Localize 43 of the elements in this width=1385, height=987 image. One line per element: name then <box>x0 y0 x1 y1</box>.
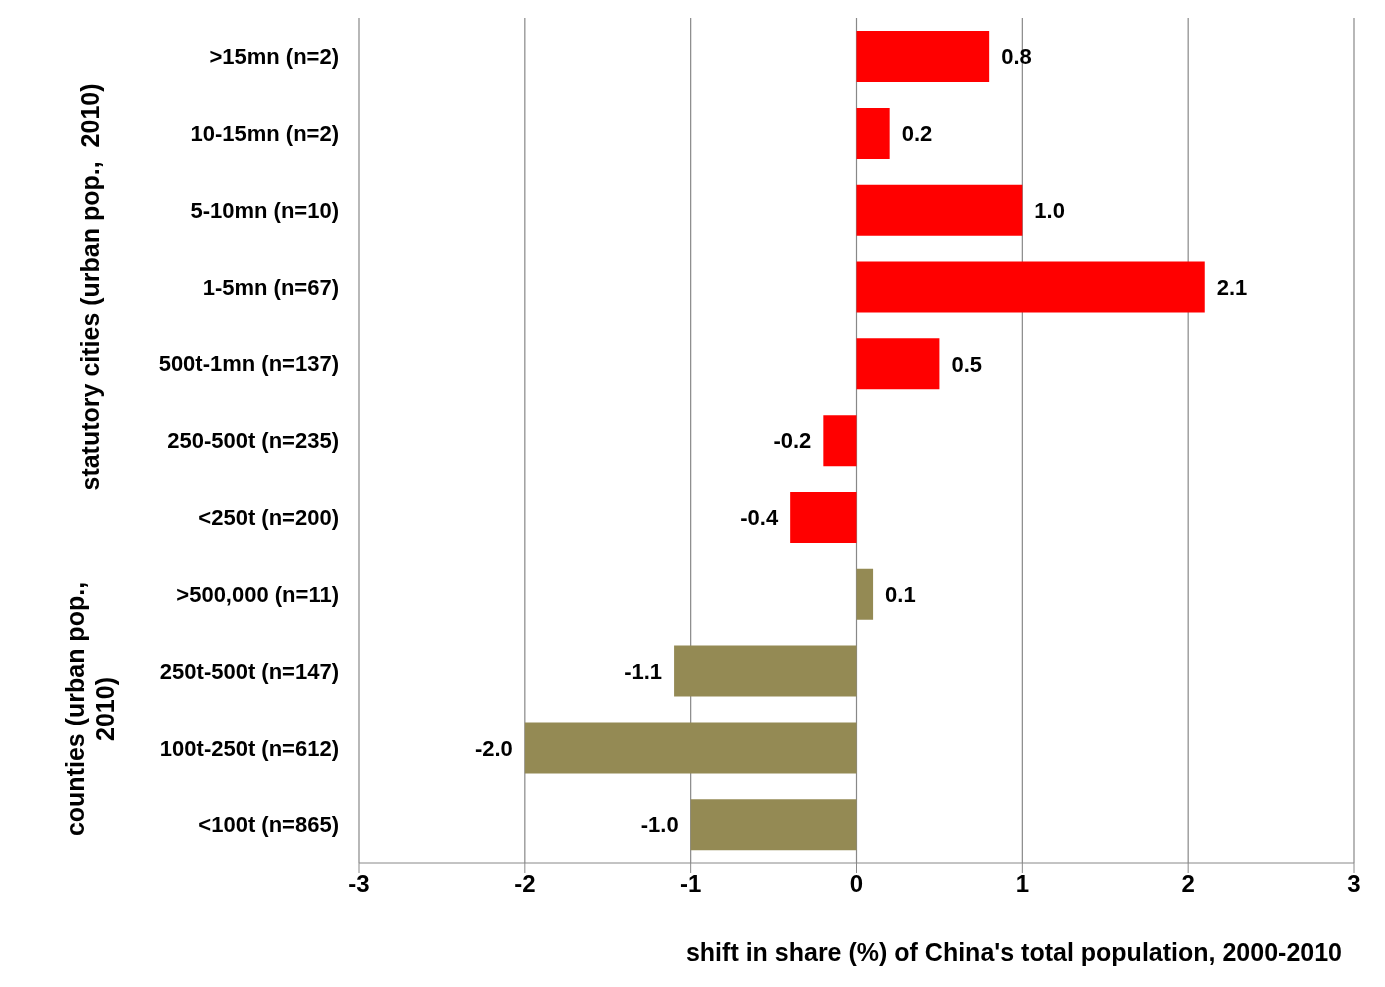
bar <box>856 31 990 83</box>
y-tick-label: 10-15mn (n=2) <box>190 121 339 147</box>
x-tick-label: 0 <box>849 870 864 898</box>
data-label: 2.1 <box>1216 274 1248 300</box>
y-tick-label: <250t (n=200) <box>198 505 339 531</box>
data-label: 1.0 <box>1034 197 1065 223</box>
x-axis-title: shift in share (%) of China's total population, 2000-2010 <box>685 938 1342 966</box>
bar <box>856 338 940 390</box>
x-tick-label: 3 <box>1347 870 1361 898</box>
data-label: 0.5 <box>951 351 983 377</box>
x-tick-label: -2 <box>514 870 536 898</box>
x-tick-label: 2 <box>1181 870 1195 898</box>
data-label: 0.2 <box>901 121 933 147</box>
data-label: -1.1 <box>624 658 663 684</box>
y-tick-label: 250-500t (n=235) <box>167 428 339 454</box>
bar <box>790 491 857 543</box>
bar <box>690 799 857 851</box>
bar <box>856 568 874 620</box>
text: statutory cities (urban pop., 2010) <box>75 82 105 493</box>
bar <box>674 645 857 697</box>
data-label: 0.8 <box>1001 44 1032 70</box>
x-tick-label: 1 <box>1015 870 1030 898</box>
bar <box>524 722 857 774</box>
text: counties (urban pop., 2010) <box>60 581 120 839</box>
y-tick-label: 5-10mn (n=10) <box>190 197 339 223</box>
y-tick-label: 100t-250t (n=612) <box>159 735 339 761</box>
bar <box>856 107 890 159</box>
bar <box>856 261 1205 313</box>
bar <box>823 415 857 467</box>
x-tick-label: -3 <box>348 870 370 898</box>
y-tick-label: 500t-1mn (n=137) <box>158 351 339 377</box>
data-label: -0.4 <box>740 505 779 531</box>
y-tick-label: >500,000 (n=11) <box>176 581 339 607</box>
data-label: -2.0 <box>474 735 513 761</box>
data-label: -0.2 <box>773 428 812 454</box>
bar <box>856 184 1023 236</box>
x-tick-label: -1 <box>679 870 702 898</box>
y-tick-label: <100t (n=865) <box>198 812 339 838</box>
data-label: -1.0 <box>640 812 679 838</box>
y-tick-label: >15mn (n=2) <box>209 44 339 70</box>
y-tick-label: 250t-500t (n=147) <box>159 658 339 684</box>
y-tick-label: 1-5mn (n=67) <box>202 274 339 300</box>
data-label: 0.1 <box>885 581 916 607</box>
